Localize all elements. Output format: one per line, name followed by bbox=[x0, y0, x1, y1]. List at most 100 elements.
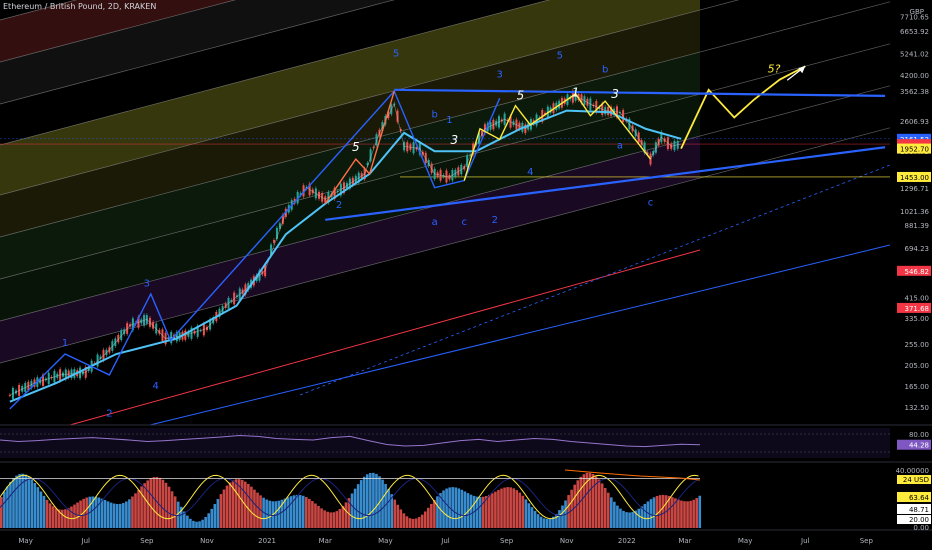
oscillator-bar bbox=[579, 476, 583, 528]
oscillator-bar bbox=[112, 503, 116, 528]
candle-body bbox=[375, 134, 378, 146]
oscillator-bar bbox=[259, 495, 262, 528]
oscillator-bar bbox=[533, 510, 537, 528]
oscillator-bar bbox=[414, 518, 418, 528]
price-tick: 2606.93 bbox=[900, 118, 929, 126]
oscillator-bar bbox=[417, 517, 421, 528]
oscillator-bar bbox=[408, 518, 412, 528]
oscillator-bar bbox=[0, 497, 3, 528]
oscillator-bar bbox=[552, 516, 555, 528]
oscillator-bar bbox=[494, 491, 497, 528]
oscillator-bar bbox=[344, 502, 348, 528]
projection-arrowhead bbox=[798, 66, 806, 74]
oscillator-bar bbox=[454, 487, 458, 528]
oscillator-bar bbox=[103, 499, 107, 528]
moving-average-line bbox=[9, 109, 682, 403]
oscillator-bar bbox=[286, 497, 290, 528]
time-tick: Jul bbox=[81, 537, 91, 545]
osc-badge-3 bbox=[897, 515, 931, 524]
oscillator-bar bbox=[21, 473, 24, 528]
channel-line bbox=[0, 43, 891, 280]
oscillator-bar bbox=[588, 472, 592, 528]
osc-tick-zero: 0.00 bbox=[913, 524, 929, 532]
oscillator-bar bbox=[567, 495, 570, 528]
time-tick: Mar bbox=[678, 537, 691, 545]
oscillator-bar bbox=[484, 496, 488, 528]
oscillator-bar bbox=[167, 486, 171, 528]
price-badge bbox=[897, 171, 931, 182]
oscillator-bar bbox=[118, 503, 122, 528]
time-tick: May bbox=[378, 537, 392, 545]
oscillator-bar bbox=[320, 508, 323, 528]
oscillator-bar bbox=[289, 496, 293, 528]
oscillator-bar bbox=[680, 500, 683, 528]
oscillator-bar bbox=[94, 496, 98, 528]
oscillator-bar bbox=[671, 497, 674, 528]
oscillator-bar bbox=[698, 495, 702, 528]
time-tick: Jul bbox=[800, 537, 810, 545]
oscillator-bar bbox=[497, 490, 500, 528]
candle-body bbox=[372, 146, 375, 148]
oscillator-bar bbox=[134, 493, 137, 528]
oscillator-bar bbox=[54, 508, 58, 528]
oscillator-bar bbox=[27, 476, 31, 528]
time-tick: Sep bbox=[860, 537, 874, 545]
wave-label: 3 bbox=[611, 87, 619, 101]
oscillator-bar bbox=[186, 515, 189, 528]
price-tick: 694.23 bbox=[905, 245, 930, 253]
oscillator-bar bbox=[530, 507, 534, 528]
wave-label: 4 bbox=[527, 167, 533, 178]
oscillator-bar bbox=[70, 506, 73, 528]
oscillator-bar bbox=[500, 488, 503, 528]
time-tick: May bbox=[738, 537, 752, 545]
wave-label: c bbox=[648, 197, 654, 208]
oscillator-bar bbox=[140, 486, 143, 528]
oscillator-bar bbox=[347, 498, 351, 528]
osc-badge-2-label: 48.71 bbox=[909, 506, 929, 514]
rsi-badge bbox=[897, 439, 931, 450]
oscillator-bar bbox=[451, 487, 454, 528]
oscillator-bar bbox=[542, 518, 546, 528]
oscillator-bar bbox=[683, 501, 686, 528]
oscillator-bar bbox=[610, 497, 613, 528]
oscillator-bar bbox=[61, 509, 64, 528]
channel-red-lower bbox=[69, 249, 701, 426]
oscillator-bar bbox=[128, 499, 131, 528]
oscillator-bar bbox=[326, 511, 329, 528]
wave-label: 1 bbox=[446, 115, 452, 126]
oscillator-bar bbox=[283, 498, 287, 528]
oscillator-bar bbox=[91, 496, 95, 528]
oscillator-bar bbox=[298, 495, 302, 528]
oscillator-bar bbox=[692, 499, 695, 528]
oscillator-bar bbox=[82, 498, 85, 528]
oscillator-bar bbox=[30, 479, 34, 528]
oscillator-bar bbox=[402, 513, 406, 528]
oscillator-bar bbox=[488, 494, 491, 528]
wave-label: b bbox=[602, 65, 608, 76]
oscillator-bar bbox=[411, 518, 415, 528]
oscillator-bar bbox=[100, 498, 104, 528]
osc-badge-1-label: 63.64 bbox=[909, 494, 930, 502]
wave-label: 2 bbox=[336, 200, 342, 211]
wave-label: 5 bbox=[557, 50, 563, 61]
oscillator-bar bbox=[179, 506, 183, 528]
oscillator-bar bbox=[362, 476, 366, 528]
usd-overlay-line bbox=[564, 469, 701, 481]
time-tick: Nov bbox=[200, 537, 214, 545]
oscillator-bar bbox=[6, 486, 9, 528]
wave-label: 3 bbox=[451, 133, 459, 147]
oscillator-bar bbox=[97, 497, 101, 528]
wave-label: 3 bbox=[144, 278, 150, 289]
channel-line bbox=[0, 0, 395, 105]
channel-band-dark-green bbox=[0, 94, 700, 321]
oscillator-bar bbox=[616, 505, 619, 528]
oscillator-bar bbox=[674, 498, 677, 528]
time-tick: Sep bbox=[500, 537, 514, 545]
wave-label: b bbox=[431, 109, 437, 120]
candle-body bbox=[387, 111, 390, 119]
channel-line bbox=[0, 127, 891, 364]
candle-body bbox=[272, 239, 275, 243]
channel-line bbox=[0, 1, 891, 238]
oscillator-bar bbox=[573, 484, 576, 528]
